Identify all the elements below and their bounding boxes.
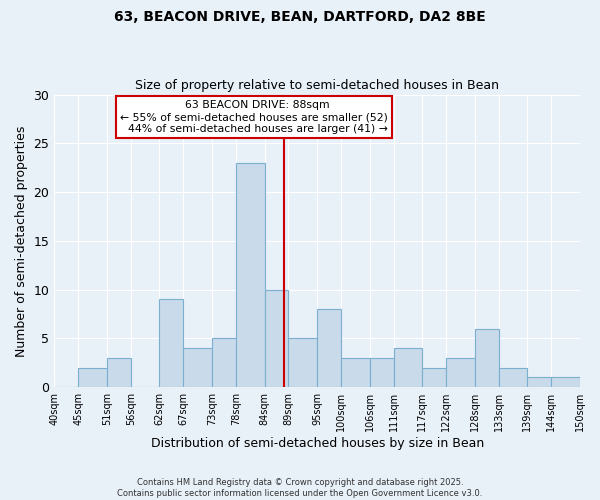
- Bar: [527, 378, 551, 387]
- Bar: [446, 358, 475, 387]
- Bar: [317, 309, 341, 387]
- Title: Size of property relative to semi-detached houses in Bean: Size of property relative to semi-detach…: [135, 79, 499, 92]
- Text: Contains HM Land Registry data © Crown copyright and database right 2025.
Contai: Contains HM Land Registry data © Crown c…: [118, 478, 482, 498]
- Bar: [289, 338, 317, 387]
- Bar: [107, 358, 131, 387]
- Bar: [212, 338, 236, 387]
- X-axis label: Distribution of semi-detached houses by size in Bean: Distribution of semi-detached houses by …: [151, 437, 484, 450]
- Bar: [236, 163, 265, 387]
- Bar: [78, 368, 107, 387]
- Bar: [370, 358, 394, 387]
- Bar: [422, 368, 446, 387]
- Bar: [160, 300, 184, 387]
- Bar: [499, 368, 527, 387]
- Bar: [184, 348, 212, 387]
- Bar: [394, 348, 422, 387]
- Text: 63 BEACON DRIVE: 88sqm
← 55% of semi-detached houses are smaller (52)
  44% of s: 63 BEACON DRIVE: 88sqm ← 55% of semi-det…: [120, 100, 388, 134]
- Bar: [475, 328, 499, 387]
- Bar: [341, 358, 370, 387]
- Bar: [265, 290, 289, 387]
- Text: 63, BEACON DRIVE, BEAN, DARTFORD, DA2 8BE: 63, BEACON DRIVE, BEAN, DARTFORD, DA2 8B…: [114, 10, 486, 24]
- Y-axis label: Number of semi-detached properties: Number of semi-detached properties: [15, 125, 28, 356]
- Bar: [551, 378, 580, 387]
